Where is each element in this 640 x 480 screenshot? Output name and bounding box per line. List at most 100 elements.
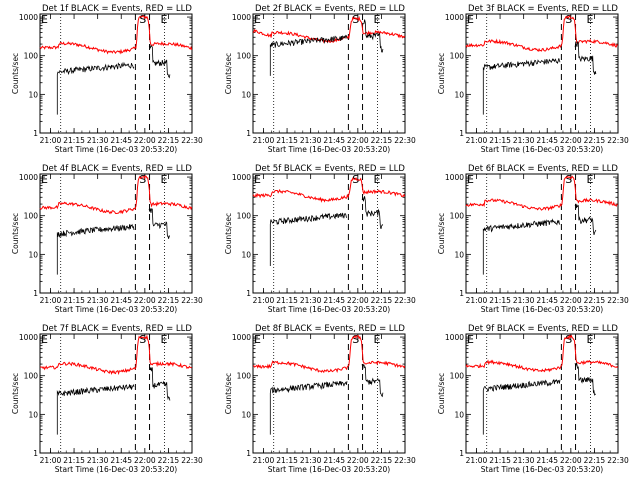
x-tick-label: 21:00	[466, 136, 488, 145]
y-tick-label: 100	[237, 372, 252, 381]
x-tick-label: 21:30	[300, 296, 322, 305]
events-series-line	[269, 34, 348, 76]
x-tick-label: 21:45	[536, 296, 558, 305]
x-tick-label: 21:45	[110, 456, 132, 465]
x-tick-label: 22:30	[394, 456, 416, 465]
y-axis-label: Counts/sec	[11, 213, 20, 254]
x-tick-label: 21:00	[253, 456, 275, 465]
x-axis-label: Start Time (16-Dec-03 20:53:20)	[55, 465, 177, 474]
events-series-line	[269, 212, 348, 266]
x-tick-label: 21:00	[40, 296, 62, 305]
y-tick-label: 10	[28, 410, 38, 419]
x-tick-label: 22:00	[347, 296, 369, 305]
x-tick-label: 21:15	[489, 136, 511, 145]
x-tick-label: 22:15	[584, 136, 606, 145]
plot-frame	[465, 333, 619, 454]
y-axis-label: Counts/sec	[224, 53, 233, 94]
x-tick-label: 21:15	[276, 296, 298, 305]
x-tick-label: 21:30	[300, 456, 322, 465]
y-tick-label: 1	[246, 289, 251, 298]
x-tick-label: 21:45	[536, 456, 558, 465]
panel-title: Det 2f BLACK = Events, RED = LLD	[255, 4, 405, 14]
events-series-line	[361, 19, 384, 53]
x-tick-label: 22:00	[347, 456, 369, 465]
x-tick-label: 22:00	[134, 136, 156, 145]
start-marker: S	[565, 333, 572, 346]
x-tick-label: 21:15	[489, 296, 511, 305]
lld-series-line	[252, 177, 406, 203]
plot-frame	[39, 173, 193, 294]
lld-series-line	[465, 175, 618, 212]
x-tick-label: 21:15	[63, 456, 85, 465]
lld-series-line	[39, 15, 193, 55]
events-series-line	[574, 362, 596, 396]
y-axis-label: Counts/sec	[437, 213, 446, 254]
y-tick-label: 1	[33, 449, 38, 458]
panel-title: Det 1f BLACK = Events, RED = LLD	[42, 4, 192, 14]
y-tick-label: 1	[459, 289, 464, 298]
x-tick-label: 22:15	[584, 296, 606, 305]
y-tick-label: 10	[454, 90, 464, 99]
events-series-line	[361, 196, 384, 230]
events-series-line	[148, 208, 171, 239]
y-tick-label: 100	[237, 212, 252, 221]
y-axis-label: Counts/sec	[224, 373, 233, 414]
panel-1: Det 1f BLACK = Events, RED = LLD 1 10 100 10…	[11, 4, 203, 154]
start-marker: S	[352, 173, 359, 186]
x-tick-label: 22:30	[394, 296, 416, 305]
x-tick-label: 21:00	[40, 136, 62, 145]
plot-frame	[465, 173, 619, 294]
y-tick-label: 100	[450, 372, 465, 381]
events-series-line	[574, 203, 597, 235]
x-tick-label: 22:00	[134, 296, 156, 305]
end-marker: E	[254, 173, 261, 186]
x-tick-label: 21:30	[87, 456, 109, 465]
y-tick-label: 10	[28, 250, 38, 259]
x-tick-label: 22:15	[158, 136, 180, 145]
start-marker: S	[565, 13, 572, 26]
events-series-line	[361, 364, 384, 398]
x-tick-label: 22:30	[607, 456, 629, 465]
end-marker: E	[373, 173, 380, 186]
x-tick-label: 21:15	[489, 456, 511, 465]
panel-3: Det 3f BLACK = Events, RED = LLD 1 10 100 10…	[437, 4, 629, 154]
x-tick-label: 22:30	[607, 136, 629, 145]
x-axis-label: Start Time (16-Dec-03 20:53:20)	[268, 465, 390, 474]
end-marker: E	[41, 173, 48, 186]
x-tick-label: 22:30	[607, 296, 629, 305]
y-tick-label: 1	[33, 129, 38, 138]
x-tick-label: 21:45	[536, 136, 558, 145]
x-tick-label: 21:45	[323, 456, 345, 465]
x-tick-label: 22:00	[560, 456, 582, 465]
lld-series-line	[39, 334, 192, 376]
lld-series-line	[39, 175, 193, 215]
x-tick-label: 22:00	[560, 136, 582, 145]
events-series-line	[574, 40, 597, 75]
y-tick-label: 10	[241, 90, 251, 99]
start-marker: S	[565, 173, 572, 186]
lld-series-line	[465, 15, 619, 52]
end-marker: E	[586, 173, 593, 186]
plot-frame	[39, 13, 193, 134]
x-tick-label: 21:45	[110, 136, 132, 145]
y-tick-label: 1000	[19, 173, 38, 182]
x-tick-label: 21:30	[513, 296, 535, 305]
panel-title: Det 3f BLACK = Events, RED = LLD	[468, 4, 618, 14]
start-marker: S	[352, 333, 359, 346]
end-marker: E	[467, 13, 474, 26]
end-marker: E	[254, 333, 261, 346]
panel-4: Det 4f BLACK = Events, RED = LLD 1 10 100 10…	[11, 164, 203, 314]
x-tick-label: 22:30	[181, 456, 203, 465]
y-tick-label: 100	[24, 212, 39, 221]
x-tick-label: 22:15	[371, 136, 393, 145]
y-tick-label: 10	[28, 90, 38, 99]
end-marker: E	[373, 333, 380, 346]
x-tick-label: 21:30	[300, 136, 322, 145]
y-tick-label: 1000	[445, 333, 464, 342]
end-marker: E	[160, 173, 167, 186]
panel-7: Det 7f BLACK = Events, RED = LLD 1 10 100 10…	[11, 324, 203, 474]
events-series-line	[56, 223, 135, 275]
panel-title: Det 8f BLACK = Events, RED = LLD	[255, 324, 405, 334]
y-axis-label: Counts/sec	[11, 373, 20, 414]
